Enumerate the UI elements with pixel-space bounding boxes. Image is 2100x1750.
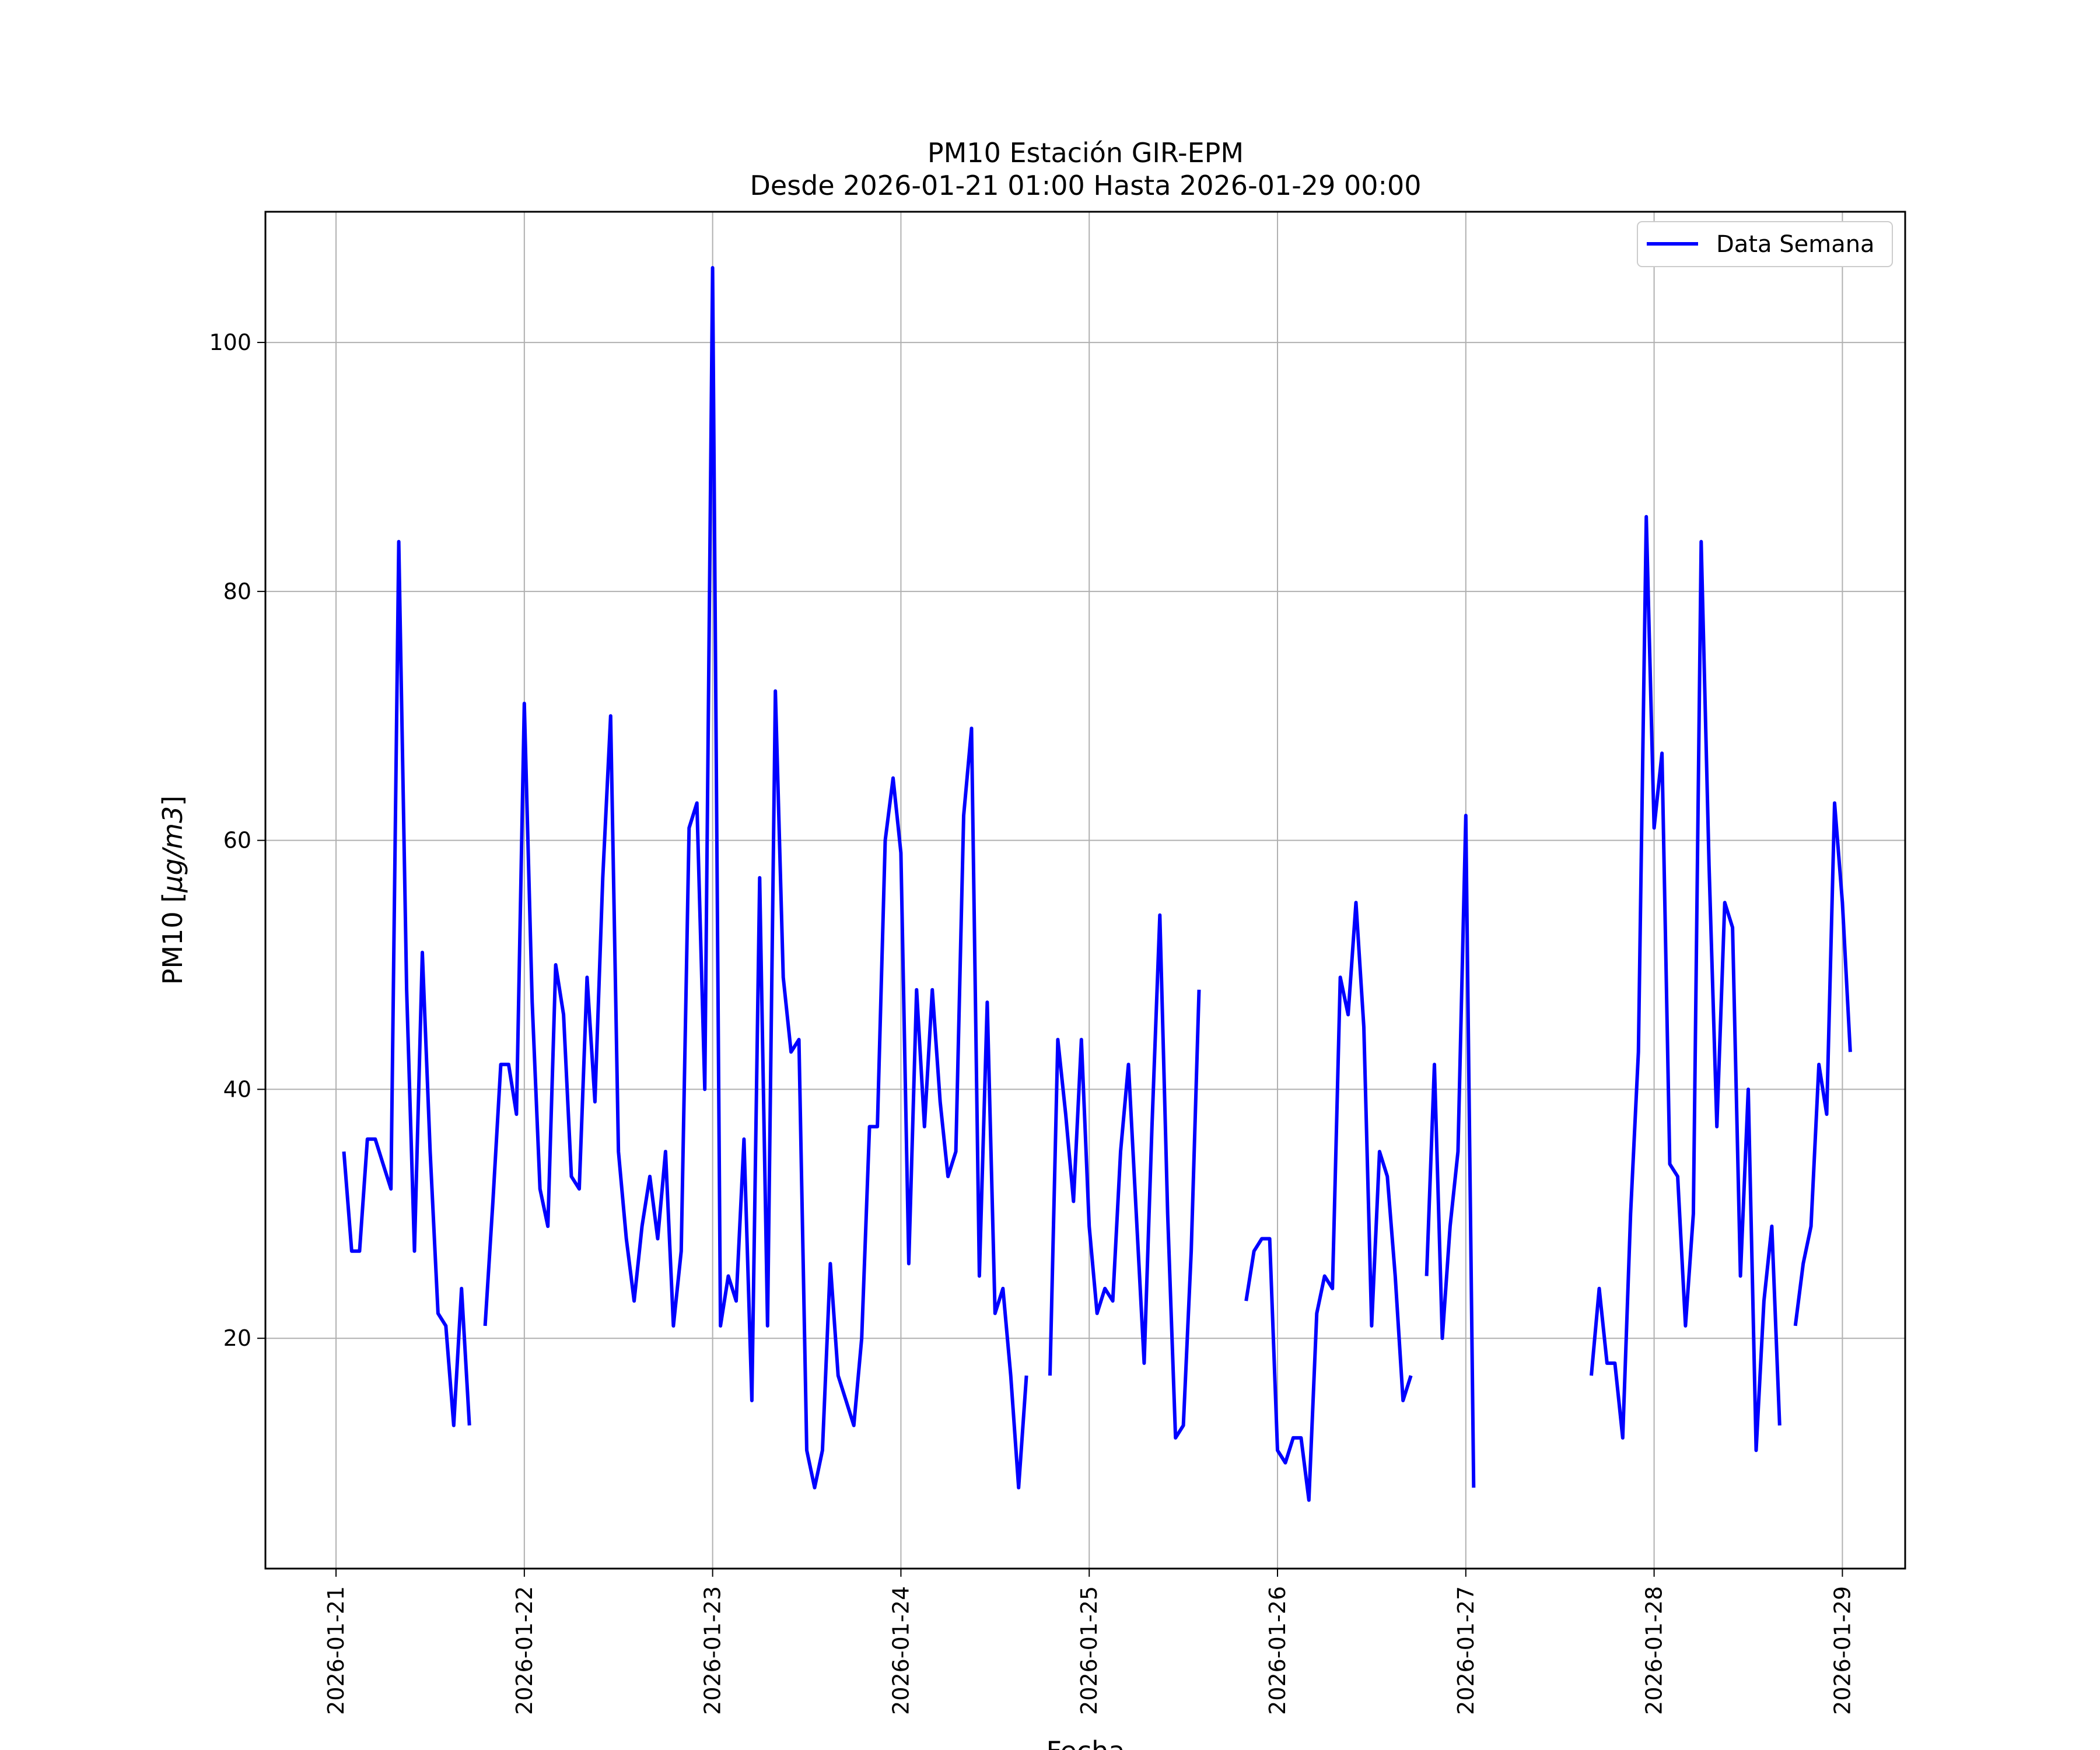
legend-label-data-semana: Data Semana [1716,231,1875,258]
series-line-segment [1048,913,1201,1440]
series-line-segment [1793,801,1852,1326]
x-axis-ticks: 2026-01-21 2026-01-22 2026-01-23 2026-01-24… [323,1569,1855,1715]
x-tick-label: 2026-01-21 [323,1586,349,1715]
y-tick-label: 40 [223,1076,251,1102]
x-tick-label: 2026-01-23 [700,1586,726,1715]
x-tick-label: 2026-01-28 [1642,1586,1667,1715]
y-axis-ticks: 20 40 60 80 100 [209,330,265,1351]
plot-area-frame [264,211,1906,1570]
y-axis-label-prefix: PM10 [ [157,892,188,985]
x-tick-label: 2026-01-29 [1829,1586,1855,1715]
y-tick-label: 20 [223,1325,251,1351]
y-tick-label: 60 [223,828,251,853]
series-line-segment [342,540,471,1427]
x-tick-label: 2026-01-24 [888,1586,914,1715]
y-axis-label-unit: μg/m3 [157,806,188,893]
series-layer [342,266,1852,1502]
y-tick-label: 80 [223,579,251,604]
chart-subtitle: Desde 2026-01-21 01:00 Hasta 2026-01-29 … [750,170,1421,201]
series-line-segment [1424,814,1476,1488]
x-tick-label: 2026-01-22 [512,1586,537,1715]
x-tick-label: 2026-01-27 [1453,1586,1479,1715]
x-axis-label: Fecha [1046,1735,1125,1750]
series-line-segment [483,266,1028,1490]
legend: Data Semana [1637,221,1893,267]
x-tick-label: 2026-01-25 [1076,1586,1102,1715]
y-tick-label: 100 [209,330,251,355]
series-line-segment [1590,514,1782,1452]
chart-title: PM10 Estación GIR-EPM [928,137,1244,169]
series-line-segment [1244,901,1413,1502]
legend-box [1637,221,1893,267]
x-tick-label: 2026-01-26 [1265,1586,1290,1715]
y-axis-label-suffix: ] [157,796,188,806]
y-axis-label: PM10 [μg/m3] [157,796,188,985]
